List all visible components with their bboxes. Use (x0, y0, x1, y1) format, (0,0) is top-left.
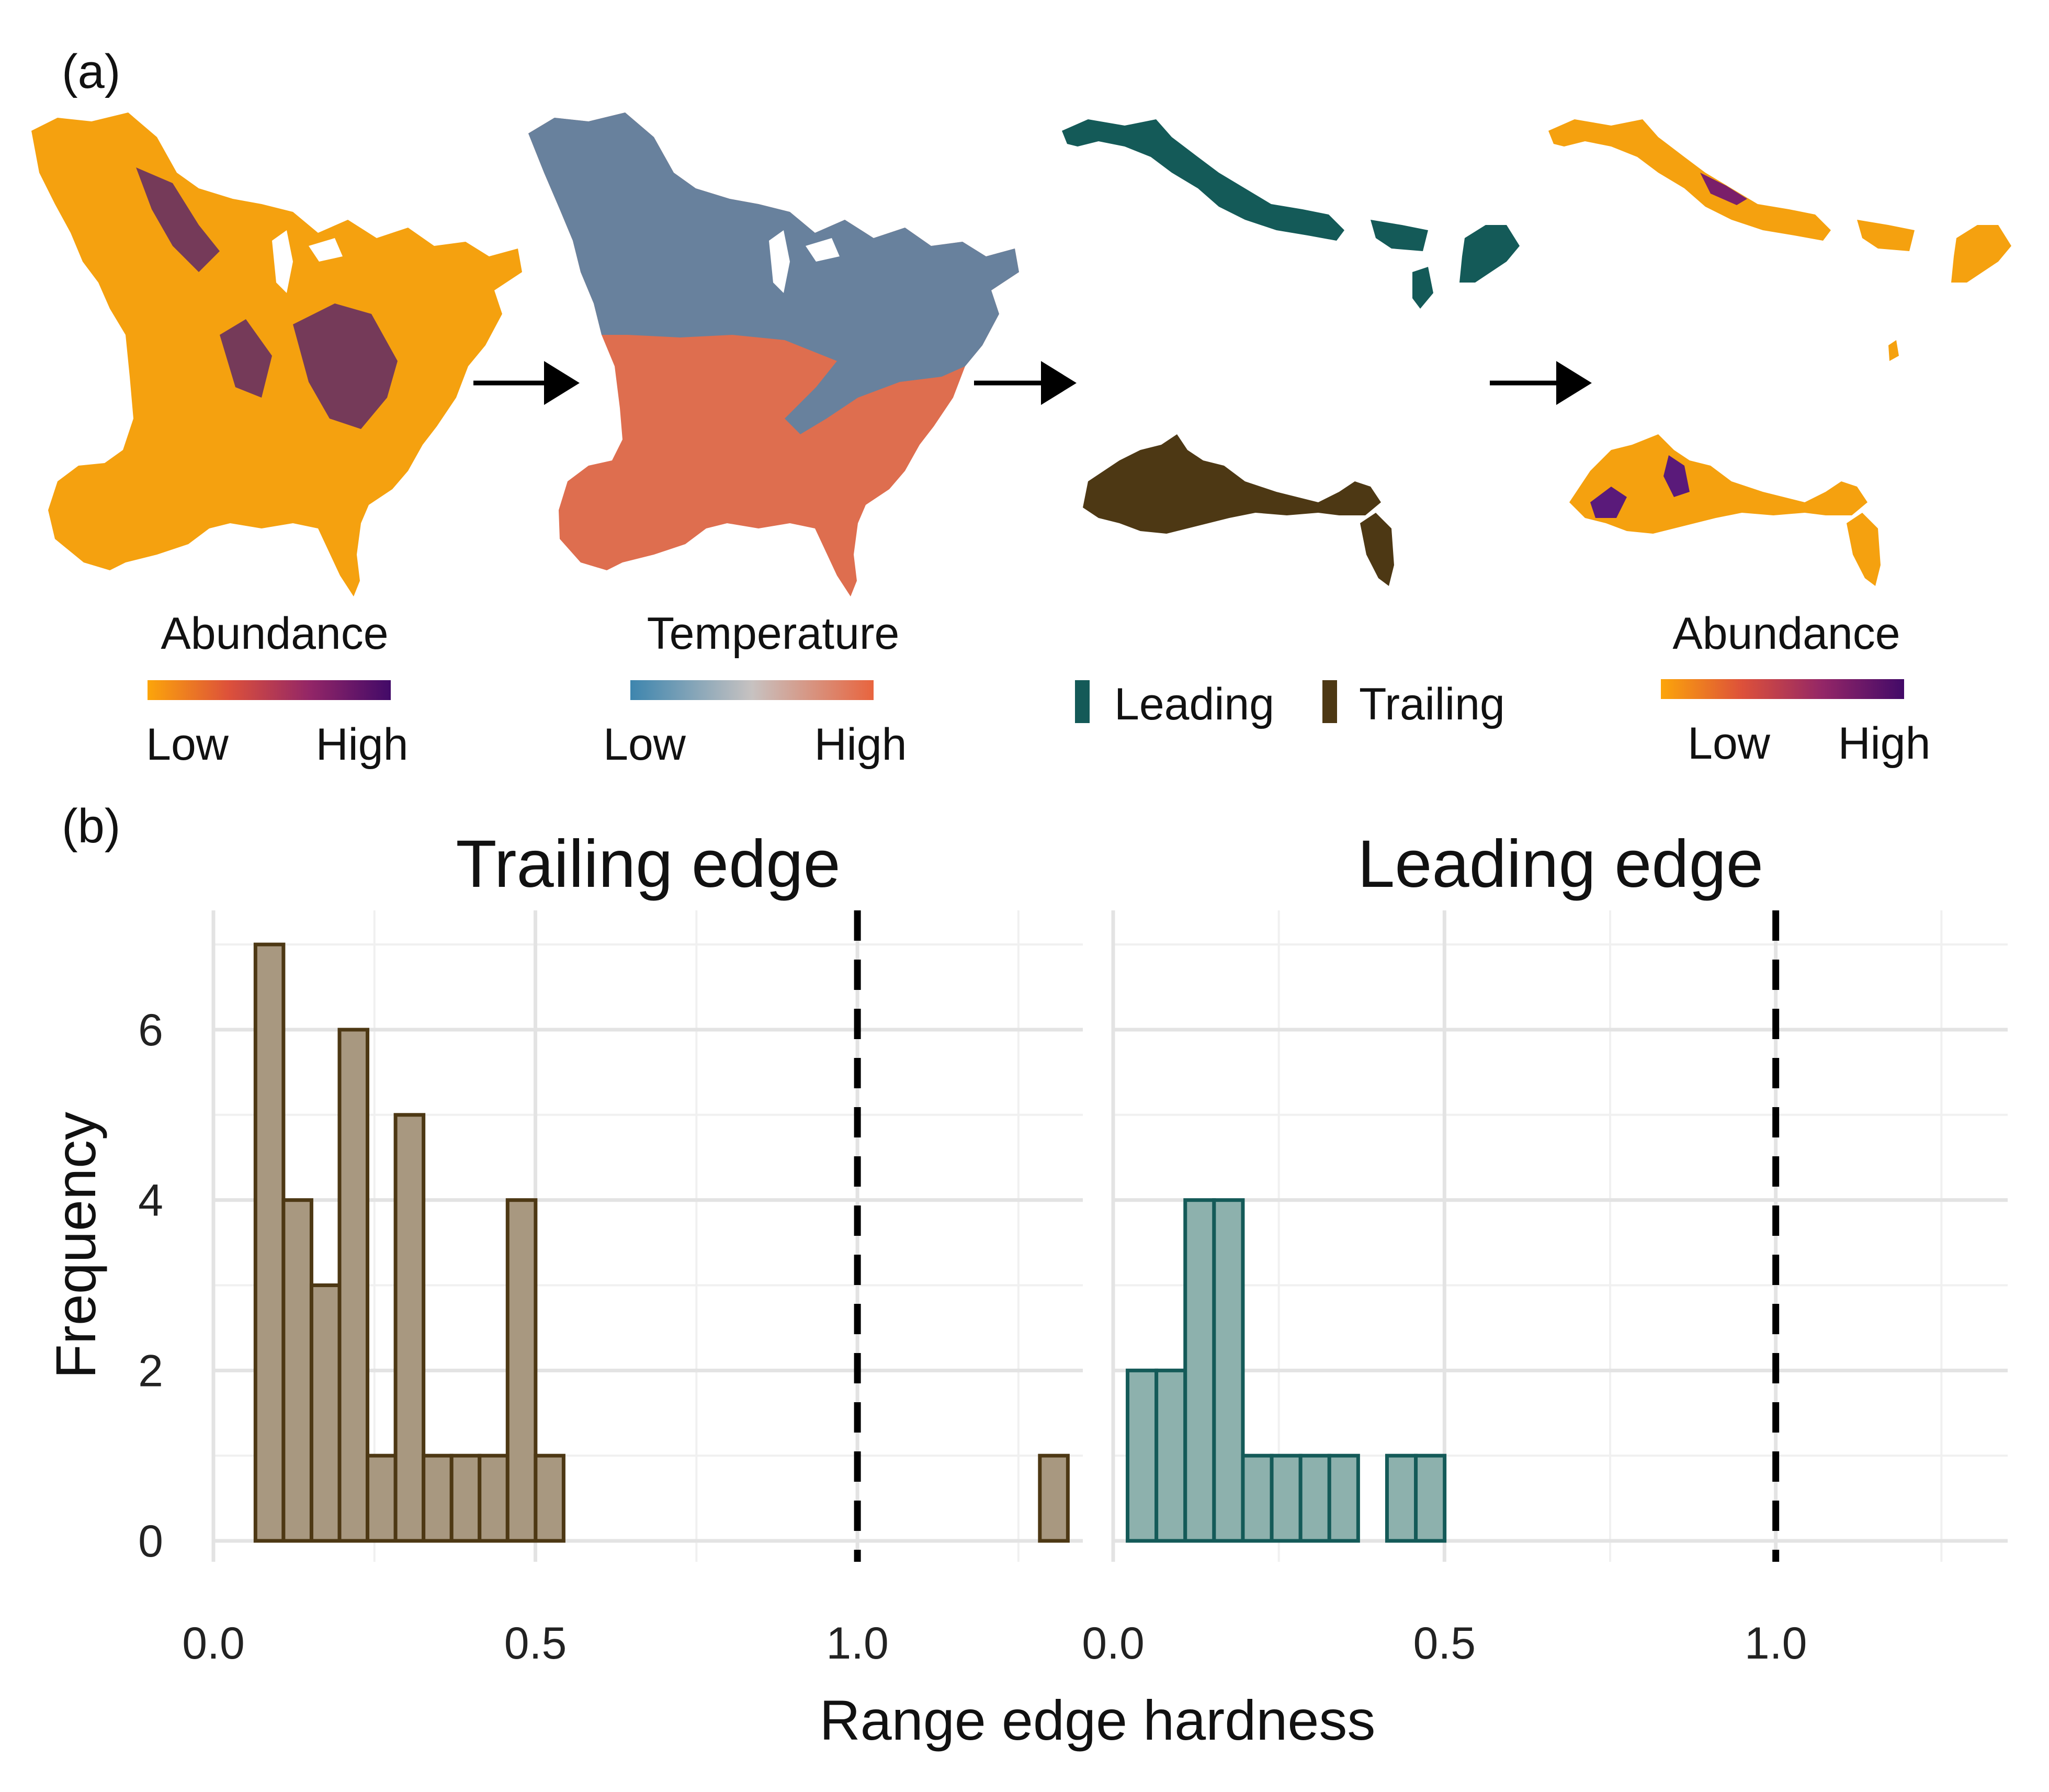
y-axis-title: Frequency (44, 1112, 107, 1379)
histogram-bar (1038, 1453, 1070, 1543)
legend-temperature-high: High (814, 719, 907, 770)
histogram-bar (1385, 1453, 1418, 1543)
legend-abundance-2-title: Abundance (1672, 608, 1900, 659)
histogram-bar (505, 1198, 538, 1543)
legend-temperature: Temperature Low High (603, 608, 907, 770)
legend-abundance-1: Abundance Low High (146, 608, 408, 770)
histogram-bar (366, 1453, 398, 1543)
histogram-bar (1183, 1198, 1216, 1543)
trailing-edge-map (1083, 434, 1394, 586)
abundance-trailing-map (1569, 434, 1881, 586)
y-tick-label: 6 (138, 1005, 163, 1055)
histogram-bar (393, 1113, 426, 1543)
legend-temperature-low: Low (603, 719, 686, 770)
panel-b-label: (b) (62, 799, 120, 853)
histogram-bar (1126, 1368, 1159, 1543)
legend-leading-key (1075, 680, 1090, 723)
histogram-bar (534, 1453, 565, 1543)
abundance-full-map (31, 112, 522, 596)
histogram-bar (449, 1453, 482, 1543)
legend-abundance-1-colorbar (148, 680, 391, 700)
histogram-bar (422, 1453, 454, 1543)
histogram-bar (1241, 1453, 1274, 1543)
arrow-2 (974, 361, 1077, 405)
facet-title: Trailing edge (456, 827, 840, 901)
x-tick-label: 0.0 (1082, 1618, 1145, 1669)
panel-a-label: (a) (62, 45, 120, 98)
histogram-bar (281, 1198, 313, 1543)
histogram-bar (1212, 1198, 1245, 1543)
histogram-bar (1270, 1453, 1303, 1543)
facet-title: Leading edge (1357, 827, 1763, 901)
legend-edges: Leading Trailing (1075, 679, 1505, 729)
legend-temperature-colorbar (630, 680, 874, 700)
legend-abundance-1-low: Low (146, 719, 229, 770)
histogram-bar (309, 1283, 342, 1543)
y-tick-label: 2 (138, 1346, 163, 1396)
legend-abundance-1-high: High (316, 719, 409, 770)
legend-leading-label: Leading (1114, 679, 1274, 729)
histogram-bar (1327, 1453, 1360, 1543)
arrow-3 (1490, 361, 1592, 405)
legend-abundance-2-colorbar (1661, 679, 1904, 699)
leading-edge-map (1062, 119, 1520, 309)
legend-trailing-key (1322, 680, 1337, 723)
x-tick-label: 0.5 (504, 1618, 567, 1669)
histogram-bar (478, 1453, 510, 1543)
legend-abundance-1-title: Abundance (161, 608, 388, 659)
x-tick-label: 1.0 (1745, 1618, 1807, 1669)
histogram-bar (1154, 1368, 1187, 1543)
x-tick-label: 0.5 (1413, 1618, 1476, 1669)
x-tick-label: 0.0 (182, 1618, 245, 1669)
legend-abundance-2-low: Low (1688, 718, 1771, 769)
histogram-bar (1298, 1453, 1331, 1543)
x-axis-title: Range edge hardness (820, 1688, 1376, 1752)
y-tick-label: 4 (138, 1176, 163, 1226)
histogram-bar (337, 1028, 370, 1543)
legend-abundance-2: Abundance Low High (1661, 608, 1930, 769)
arrow-1 (473, 361, 580, 405)
histogram-bar (253, 942, 286, 1543)
abundance-leading-map (1548, 119, 2011, 361)
temperature-map (528, 112, 1019, 596)
x-tick-label: 1.0 (826, 1618, 889, 1669)
facet-trailing-edge: Trailing edge 0.0 0.5 1.0 0 2 4 6 (138, 827, 1083, 1669)
facet-leading-edge: Leading edge 0.0 0.5 1.0 (1082, 827, 2008, 1669)
legend-temperature-title: Temperature (647, 608, 900, 659)
legend-abundance-2-high: High (1838, 718, 1931, 769)
y-tick-label: 0 (138, 1516, 163, 1566)
legend-trailing-label: Trailing (1359, 679, 1505, 729)
histogram-bar (1414, 1453, 1447, 1543)
